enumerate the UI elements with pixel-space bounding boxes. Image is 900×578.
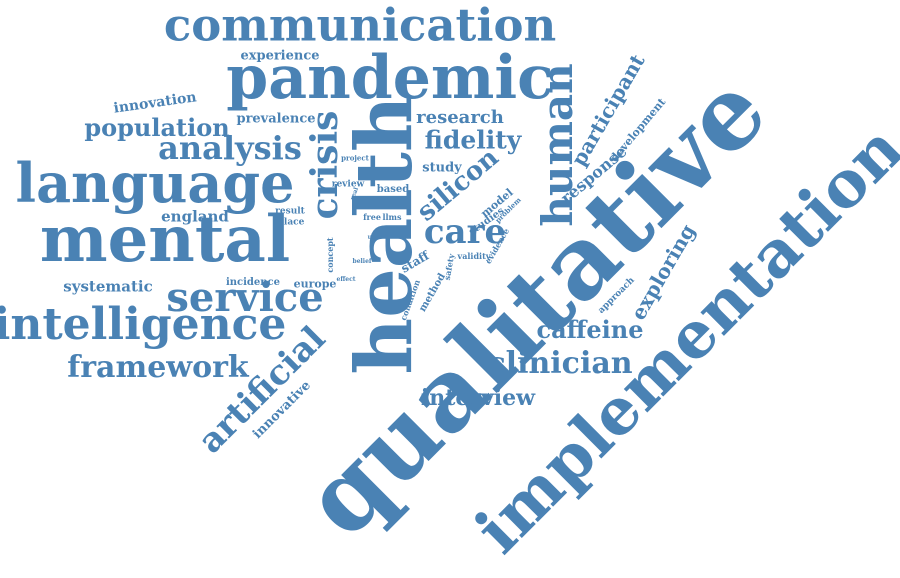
word-care: care bbox=[423, 212, 507, 252]
word-clinician: clinician bbox=[487, 346, 633, 381]
word-free: free bbox=[363, 212, 381, 222]
word-prevalence: prevalence bbox=[236, 111, 316, 127]
word-framework: framework bbox=[67, 350, 249, 385]
word-language: language bbox=[15, 151, 295, 215]
word-caffeine: caffeine bbox=[536, 315, 644, 344]
word-safety: safety bbox=[441, 253, 457, 281]
word-research: research bbox=[416, 107, 504, 128]
word-innovation: innovation bbox=[112, 89, 198, 117]
word-health: health bbox=[339, 95, 430, 375]
word-incidence: incidence bbox=[225, 277, 281, 288]
word-population: population bbox=[84, 113, 230, 142]
word-belief: belief bbox=[352, 258, 372, 265]
word-validity: validity bbox=[457, 251, 491, 261]
word-result: result bbox=[275, 206, 305, 217]
word-review: review bbox=[331, 179, 365, 190]
word-experience: experience bbox=[240, 48, 320, 64]
word-project: project bbox=[341, 153, 369, 163]
word-interview: interview bbox=[420, 385, 536, 411]
word-service: service bbox=[166, 274, 324, 321]
word-communication: communication bbox=[163, 0, 557, 52]
word-pandemic: pandemic bbox=[226, 43, 554, 113]
word-fidelity: fidelity bbox=[424, 125, 522, 155]
word-concept: concept bbox=[325, 237, 335, 273]
word-intelligence: intelligence bbox=[0, 299, 287, 350]
word-place: place bbox=[277, 217, 305, 228]
word-europe: europe bbox=[293, 277, 337, 291]
word-based: based bbox=[376, 184, 410, 195]
word-mental: mental bbox=[39, 202, 291, 277]
word-effect: effect bbox=[336, 276, 356, 283]
word-user: user bbox=[367, 234, 383, 241]
word-england: england bbox=[161, 207, 229, 226]
word-systematic: systematic bbox=[63, 277, 153, 296]
word-study: study bbox=[422, 160, 462, 176]
word-crisis: crisis bbox=[304, 110, 346, 220]
word-analysis: analysis bbox=[158, 129, 302, 167]
word-llms: llms bbox=[382, 212, 402, 222]
